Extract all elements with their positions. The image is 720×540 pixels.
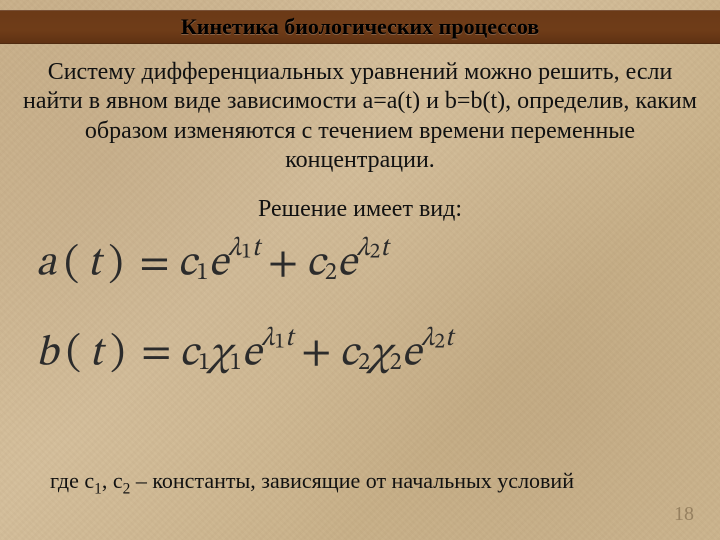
intro-paragraph: Систему дифференциальных уравнений можно…	[18, 58, 702, 175]
title-bar: Кинетика биологических процессов	[0, 10, 720, 44]
page-number: 18	[674, 503, 694, 526]
slide: Кинетика биологических процессов Систему…	[0, 0, 720, 540]
equation-b: b(t)=c1χ1eλ1t+c2χ2eλ2t	[36, 326, 684, 376]
footnote-constants: где c1, c2 – константы, зависящие от нач…	[50, 468, 574, 498]
equation-a: a(t)=c1eλ1t+c2eλ2t	[36, 236, 684, 286]
slide-title: Кинетика биологических процессов	[181, 14, 539, 40]
equations-block: a(t)=c1eλ1t+c2eλ2t b(t)=c1χ1eλ1t+c2χ2eλ2…	[36, 236, 684, 415]
lead-line: Решение имеет вид:	[0, 196, 720, 223]
